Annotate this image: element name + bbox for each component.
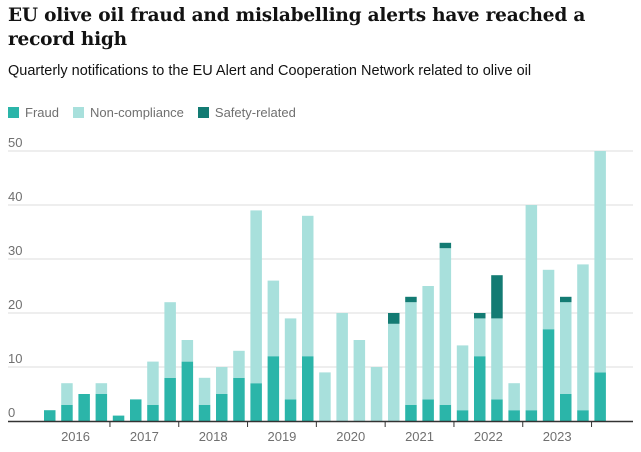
bar-2022-q4-non-compliance [508,383,520,411]
bar-2021-q2-safety [405,296,417,303]
bar-2017-q2-fraud [130,399,142,421]
bar-2021-q4-non-compliance [439,248,452,405]
bar-2016-q2-fraud [61,404,73,421]
bar-2016-q3-fraud [78,394,90,421]
bar-2019-q4-fraud [302,356,314,421]
legend-swatch-safety [197,107,209,118]
bar-2021-q3-fraud [422,399,434,421]
bar-2019-q2-non-compliance [267,280,280,357]
x-tick-label-2016: 2016 [61,429,90,444]
bar-2019-q3-non-compliance [284,318,297,400]
bar-2019-q1-non-compliance [250,210,262,384]
bar-2023-q3-non-compliance [560,302,572,394]
x-tick-label-2022: 2022 [474,429,503,444]
bar-2021-q2-fraud [405,404,417,421]
bar-2022-q2-non-compliance [474,318,486,357]
bar-2022-q1-fraud [456,410,469,421]
x-tick-label-2019: 2019 [267,429,296,444]
bar-2018-q2-fraud [198,404,211,421]
y-tick-label-30: 30 [8,243,22,258]
bar-2019-q4-non-compliance [302,215,314,357]
bar-extra-non-compliance [594,151,606,373]
legend-swatch-fraud [8,107,19,118]
chart-subtitle: Quarterly notifications to the EU Alert … [8,63,532,79]
bar-2023-q1-fraud [525,410,538,421]
y-tick-label-50: 50 [8,135,22,150]
bar-2021-q1-non-compliance [388,323,400,421]
bar-2023-q2-non-compliance [542,269,555,330]
bar-2017-q3-non-compliance [147,361,159,405]
bar-2017-q4-non-compliance [164,302,176,378]
legend-label-non-compliance: Non-compliance [89,105,184,120]
bar-2023-q4-non-compliance [577,264,589,411]
chart-legend: Fraud Non-compliance Safety-related [8,105,310,120]
bar-extra-fraud [594,372,606,421]
bar-2018-q3-fraud [216,394,228,421]
legend-item-safety: Safety-related [197,105,296,120]
legend-swatch-non-compliance [72,107,84,118]
bar-2016-q1-fraud [44,410,56,421]
bar-2017-q1-fraud [112,415,125,421]
bar-2021-q1-safety [388,313,400,324]
x-tick-label-2018: 2018 [199,429,228,444]
bar-2023-q1-non-compliance [525,205,538,411]
bar-2020-q1-non-compliance [319,372,331,421]
x-tick-label-2017: 2017 [130,429,159,444]
bar-2016-q2-non-compliance [61,383,73,405]
y-tick-label-40: 40 [8,189,22,204]
x-tick-label-2023: 2023 [543,429,572,444]
bar-2022-q3-safety [491,275,503,319]
bar-2023-q2-fraud [542,329,555,421]
bar-2020-q2-non-compliance [336,313,348,421]
bar-2022-q3-fraud [491,399,503,421]
bar-2022-q2-safety [474,313,486,319]
bar-2021-q4-safety [439,242,452,249]
bar-2022-q3-non-compliance [491,318,503,400]
bar-2023-q3-safety [560,296,572,303]
bar-2017-q4-fraud [164,377,176,421]
legend-item-non-compliance: Non-compliance [72,105,184,120]
bar-2020-q3-non-compliance [353,340,366,421]
y-tick-label-20: 20 [8,297,22,312]
y-tick-label-10: 10 [8,351,22,366]
bar-2022-q2-fraud [474,356,486,421]
bar-2021-q2-non-compliance [405,302,417,405]
bar-2020-q4-non-compliance [370,367,383,421]
bar-2018-q4-fraud [233,377,245,421]
bar-2023-q4-fraud [577,410,589,421]
bar-2018-q2-non-compliance [198,377,211,405]
bar-2016-q4-fraud [95,394,108,421]
bar-2016-q4-non-compliance [95,383,108,394]
bar-2017-q3-fraud [147,404,159,421]
chart-title: EU olive oil fraud and mislabelling aler… [8,5,586,50]
bar-2023-q3-fraud [560,394,572,421]
bar-2022-q4-fraud [508,410,520,421]
bar-2021-q4-fraud [439,404,452,421]
legend-label-fraud: Fraud [25,105,59,120]
bar-2019-q2-fraud [267,356,280,421]
y-tick-label-0: 0 [8,405,15,420]
legend-item-fraud: Fraud [8,105,59,120]
bar-2019-q3-fraud [284,399,297,421]
bar-2019-q1-fraud [250,383,262,421]
x-tick-label-2020: 2020 [336,429,365,444]
bar-2018-q1-fraud [181,361,194,421]
bar-2018-q1-non-compliance [181,340,194,362]
x-tick-label-2021: 2021 [405,429,434,444]
legend-label-safety: Safety-related [214,105,296,120]
bar-2021-q3-non-compliance [422,286,434,400]
bar-2018-q3-non-compliance [216,367,228,394]
bar-2018-q4-non-compliance [233,350,245,378]
bar-2022-q1-non-compliance [456,345,469,411]
